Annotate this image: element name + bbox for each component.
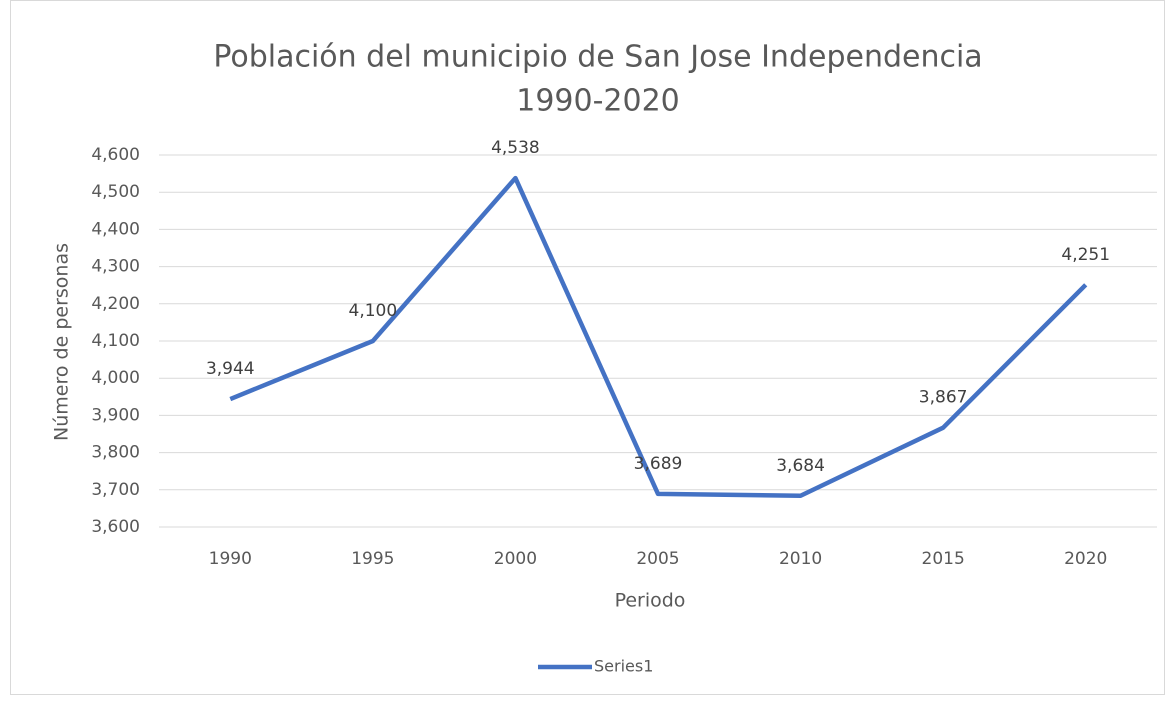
x-tick-label: 2005 bbox=[636, 549, 679, 569]
y-tick-label: 3,600 bbox=[91, 517, 140, 537]
data-label: 3,867 bbox=[919, 388, 968, 408]
x-tick-label: 1990 bbox=[209, 549, 252, 569]
x-tick-label: 2000 bbox=[494, 549, 537, 569]
y-tick-label: 4,400 bbox=[91, 219, 140, 239]
y-axis-title: Número de personas bbox=[51, 243, 73, 441]
chart-border bbox=[10, 0, 1165, 695]
x-tick-label: 2010 bbox=[779, 549, 822, 569]
y-tick-label: 4,300 bbox=[91, 257, 140, 277]
y-tick-label: 3,900 bbox=[91, 405, 140, 425]
data-label: 3,684 bbox=[776, 456, 825, 476]
y-tick-label: 3,800 bbox=[91, 443, 140, 463]
data-label: 3,689 bbox=[634, 454, 683, 474]
x-tick-label: 2020 bbox=[1064, 549, 1107, 569]
chart-subtitle: 1990-2020 bbox=[516, 84, 680, 119]
x-tick-label: 1995 bbox=[351, 549, 394, 569]
y-tick-label: 4,200 bbox=[91, 294, 140, 314]
data-label: 4,251 bbox=[1061, 245, 1110, 265]
chart-title: Población del municipio de San Jose Inde… bbox=[213, 40, 982, 75]
x-tick-label: 2015 bbox=[922, 549, 965, 569]
y-tick-label: 3,700 bbox=[91, 480, 140, 500]
y-tick-label: 4,600 bbox=[91, 145, 140, 165]
data-label: 3,944 bbox=[206, 359, 255, 379]
y-tick-label: 4,100 bbox=[91, 331, 140, 351]
line bbox=[229, 175, 1088, 499]
y-tick-label: 4,500 bbox=[91, 182, 140, 202]
y-tick-label: 4,000 bbox=[91, 368, 140, 388]
data-label: 4,100 bbox=[349, 301, 398, 321]
data-label: 4,538 bbox=[491, 138, 540, 158]
legend-label: Series1 bbox=[594, 657, 653, 676]
x-axis-title: Periodo bbox=[615, 590, 686, 612]
